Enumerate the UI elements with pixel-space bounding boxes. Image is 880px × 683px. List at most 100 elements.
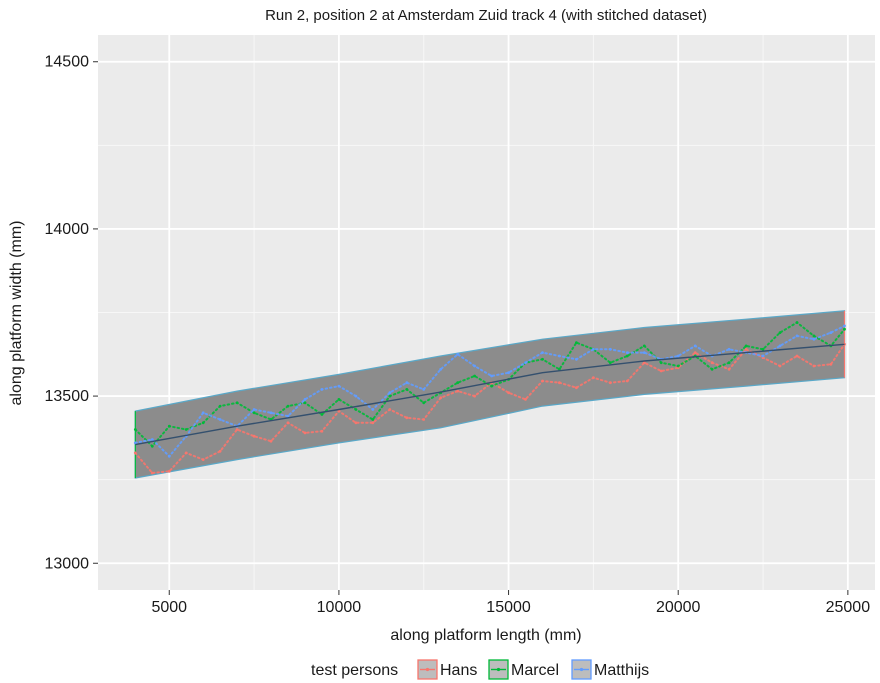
series-marcel-point [184,428,188,431]
series-hans-point [592,376,595,380]
series-marcel-point [812,334,816,338]
legend-key-hans-dot [425,667,430,672]
series-hans-point [439,396,443,400]
series-hans-point [422,418,426,421]
series-hans-point [337,409,341,413]
series-hans-point [642,361,646,365]
series-matthijs-point [812,337,816,341]
y-tick-label: 14000 [45,221,90,238]
y-tick-label: 13500 [45,388,90,405]
series-matthijs-point [693,344,697,348]
series-matthijs-point [727,347,731,351]
series-hans-point [133,451,137,455]
series-marcel-point [659,361,663,365]
series-matthijs-point [558,354,561,358]
series-marcel-point [490,384,493,388]
series-hans-point [201,458,205,461]
series-matthijs-point [473,364,476,368]
series-marcel-point [371,418,375,421]
series-hans-point [456,389,460,393]
series-matthijs-point [405,381,409,385]
series-matthijs-point [320,388,324,391]
x-axis: 5000 10000 15000 20000 25000 [151,590,870,616]
series-marcel-point [167,424,171,428]
series-matthijs-point [303,398,307,401]
legend-label-matthijs: Matthijs [594,662,649,679]
series-hans-point [507,391,510,395]
series-hans-point [541,379,544,383]
series-matthijs-point [133,441,137,445]
series-hans-point [473,394,476,398]
series-matthijs-point [286,414,290,418]
series-marcel-point [642,344,646,348]
series-hans-point [286,421,290,425]
series-hans-point [812,364,816,368]
series-marcel-point [354,408,358,411]
series-hans-point [558,381,561,385]
series-hans-point [693,351,697,354]
legend: test persons Hans Marcel Matthijs [311,659,649,680]
series-marcel-point [235,401,239,405]
series-marcel-point [541,357,544,361]
series-marcel-point [778,331,782,334]
series-hans-point [150,471,154,475]
series-marcel-point [575,341,578,344]
series-hans-point [608,381,612,385]
series-hans-point [727,367,731,371]
series-matthijs-point [843,324,846,328]
series-matthijs-point [761,354,765,358]
series-matthijs-point [218,418,222,421]
series-hans-point [252,434,256,438]
series-matthijs-point [778,344,782,348]
y-tick-label: 13000 [45,555,90,572]
series-matthijs-point [150,438,154,441]
series-marcel-point [422,401,426,405]
x-axis-title: along platform length (mm) [390,627,581,644]
series-hans-point [744,347,748,351]
series-marcel-point [133,428,137,431]
series-hans-point [388,408,392,411]
series-matthijs-point [676,354,680,358]
y-axis-title: along platform width (mm) [8,221,25,406]
y-tick-label: 14500 [45,54,90,71]
series-matthijs-point [422,388,426,391]
x-tick-label: 25000 [826,599,871,616]
series-hans-point [371,421,375,425]
series-marcel-point [761,347,765,351]
series-hans-point [269,439,273,443]
series-matthijs-point [337,384,341,388]
series-matthijs-point [490,374,493,378]
series-hans-point [659,369,663,373]
legend-key-matthijs-dot [579,667,584,672]
series-hans-point [795,354,799,358]
trend-line-path [135,343,845,446]
series-matthijs-point [608,347,612,351]
series-matthijs-point [524,361,527,365]
series-matthijs-point [252,408,256,411]
series-matthijs-point [541,351,544,354]
series-matthijs-point [575,357,578,361]
x-tick-label: 20000 [656,599,701,616]
series-hans-point [320,429,324,433]
series-hans-point [405,416,409,420]
chart-title: Run 2, position 2 at Amsterdam Zuid trac… [265,7,707,24]
legend-title: test persons [311,662,398,679]
series-hans-point [167,469,171,473]
series-matthijs-point [201,411,205,415]
series-marcel-point [201,421,205,425]
series-hans-point [184,451,188,455]
series-marcel-point [843,327,846,331]
series-matthijs-point [439,367,443,371]
legend-key-marcel-dot [496,667,501,672]
x-tick-label: 15000 [486,599,531,616]
series-marcel-point [320,413,324,416]
series-matthijs-point [269,411,273,415]
series-marcel-point [405,388,409,391]
series-hans-point [829,362,833,366]
series-matthijs-point [829,331,833,334]
series-matthijs-point [167,454,171,458]
series-hans-point [524,398,527,401]
x-tick-label: 5000 [151,599,187,616]
series-marcel-point [252,411,256,415]
